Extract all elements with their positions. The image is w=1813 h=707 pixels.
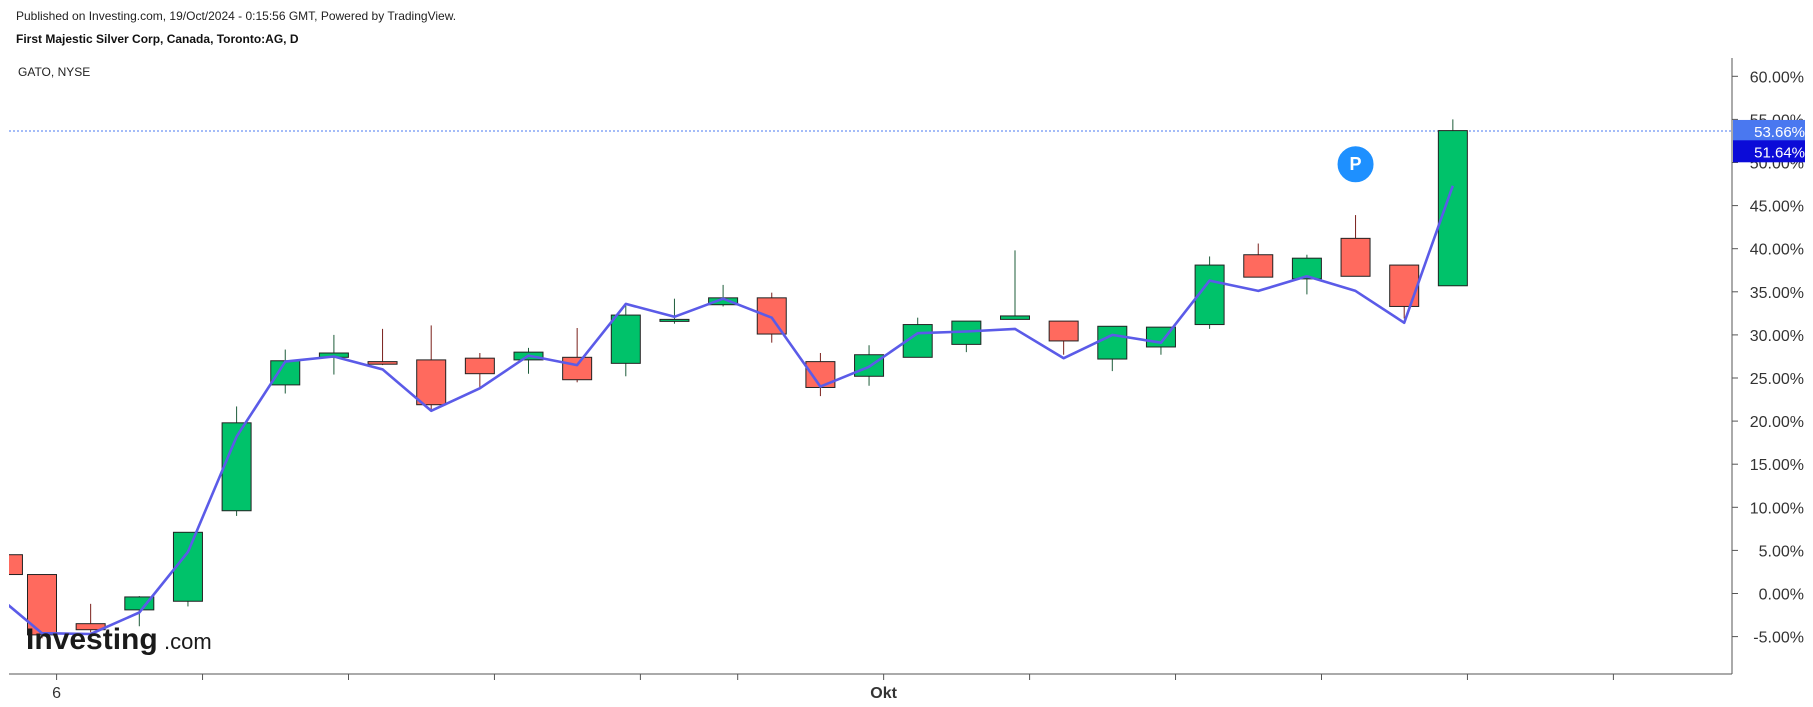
y-tick-label: 40.00% xyxy=(1750,242,1804,259)
candle-body xyxy=(659,318,690,322)
y-tick-label: 20.00% xyxy=(1750,414,1804,431)
candle xyxy=(659,298,690,324)
candle-body xyxy=(270,360,301,386)
y-tick-label: 45.00% xyxy=(1750,199,1804,216)
candle xyxy=(1340,215,1371,277)
marker-circle xyxy=(1335,144,1376,185)
price-tag-bg xyxy=(1733,140,1805,163)
candle-body xyxy=(124,596,155,611)
candle xyxy=(367,328,398,366)
candle xyxy=(1243,243,1274,278)
candle xyxy=(1048,320,1079,355)
candle xyxy=(1437,119,1468,287)
y-tick-label: 15.00% xyxy=(1750,457,1804,474)
candle-body xyxy=(1437,130,1468,287)
candle-body xyxy=(1000,315,1030,320)
candle-body xyxy=(464,357,495,375)
investing-logo: Investing .com xyxy=(26,623,212,656)
axes-layer xyxy=(9,58,1733,675)
candle xyxy=(172,531,203,607)
y-tick-label: 0.00% xyxy=(1759,587,1804,604)
logo-main-text: Investing xyxy=(26,623,158,656)
x-tick-label: 6 xyxy=(52,685,61,702)
candle-body xyxy=(562,356,593,381)
y-tick-label: 60.00% xyxy=(1750,69,1804,86)
candle-body xyxy=(416,359,447,406)
y-tick-label: 5.00% xyxy=(1759,543,1804,560)
candle xyxy=(270,349,301,394)
candle-body xyxy=(1097,325,1128,360)
y-tick-label: 10.00% xyxy=(1750,500,1804,517)
candle xyxy=(951,320,982,353)
candle xyxy=(9,554,23,576)
comparison-line-layer xyxy=(9,185,1455,636)
candle xyxy=(513,347,544,374)
comparison-series-line xyxy=(9,185,1455,636)
y-tick-label: 30.00% xyxy=(1750,328,1804,345)
candle-body xyxy=(172,531,203,602)
candle-body xyxy=(610,314,641,364)
candle xyxy=(1291,254,1322,295)
candle xyxy=(1000,250,1030,320)
published-line: Published on Investing.com, 19/Oct/2024 … xyxy=(16,9,457,23)
y-tick-label: -5.00% xyxy=(1753,630,1804,647)
price-tag: 51.64% xyxy=(1733,140,1805,163)
candle xyxy=(805,353,836,397)
candle xyxy=(1097,325,1128,372)
candle xyxy=(756,292,787,343)
candle-body xyxy=(9,554,23,576)
marker-label: P xyxy=(1350,154,1362,174)
candle xyxy=(318,334,349,375)
candle-body xyxy=(756,297,787,335)
chart-title: First Majestic Silver Corp, Canada, Toro… xyxy=(16,32,299,46)
y-tick-label: 35.00% xyxy=(1750,285,1804,302)
price-tag-label: 53.66% xyxy=(1754,124,1805,141)
candle xyxy=(902,317,933,358)
candle-body xyxy=(1048,320,1079,342)
candle-body xyxy=(1389,264,1420,307)
price-tags: 53.66% 51.64% xyxy=(1733,119,1805,163)
candle xyxy=(27,574,57,639)
candle-body xyxy=(1340,237,1371,277)
price-tag-label: 51.64% xyxy=(1754,144,1805,161)
candle xyxy=(416,325,447,410)
x-axis-ticks: 6 Okt xyxy=(52,674,1614,702)
logo-suffix-text: .com xyxy=(164,629,212,654)
y-tick-label: 25.00% xyxy=(1750,371,1804,388)
x-tick-label: Okt xyxy=(870,685,897,702)
price-tag: 53.66% xyxy=(1733,119,1805,142)
candle xyxy=(610,305,641,377)
candles-layer xyxy=(9,119,1468,639)
candle-body xyxy=(367,361,398,365)
comparison-series-label: GATO, NYSE xyxy=(18,65,91,79)
candle xyxy=(562,328,593,383)
candle-body xyxy=(1243,254,1274,278)
candle-body xyxy=(1291,257,1322,280)
price-tag-bg xyxy=(1733,119,1805,142)
marker-layer: P xyxy=(1335,144,1376,185)
candle xyxy=(464,353,495,390)
